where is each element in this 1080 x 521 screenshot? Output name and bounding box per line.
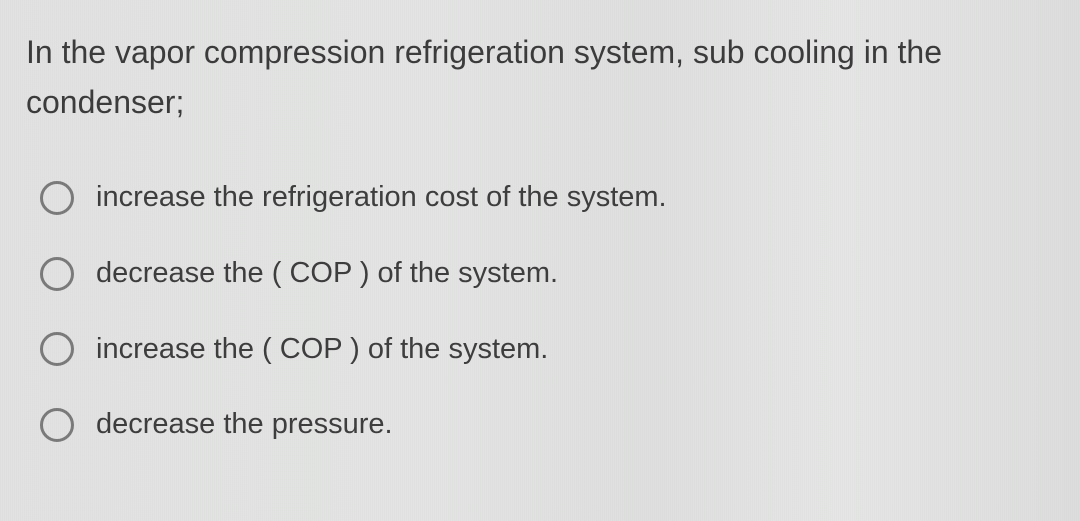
option-label: decrease the pressure. <box>96 406 393 444</box>
option-1[interactable]: increase the refrigeration cost of the s… <box>40 179 1054 217</box>
radio-icon[interactable] <box>40 408 74 442</box>
options-group: increase the refrigeration cost of the s… <box>26 179 1054 444</box>
radio-icon[interactable] <box>40 257 74 291</box>
radio-icon[interactable] <box>40 332 74 366</box>
option-label: increase the ( COP ) of the system. <box>96 331 548 369</box>
option-3[interactable]: increase the ( COP ) of the system. <box>40 331 1054 369</box>
option-label: decrease the ( COP ) of the system. <box>96 255 558 293</box>
option-2[interactable]: decrease the ( COP ) of the system. <box>40 255 1054 293</box>
question-text: In the vapor compression refrigeration s… <box>26 28 1054 127</box>
option-4[interactable]: decrease the pressure. <box>40 406 1054 444</box>
radio-icon[interactable] <box>40 181 74 215</box>
option-label: increase the refrigeration cost of the s… <box>96 179 667 217</box>
